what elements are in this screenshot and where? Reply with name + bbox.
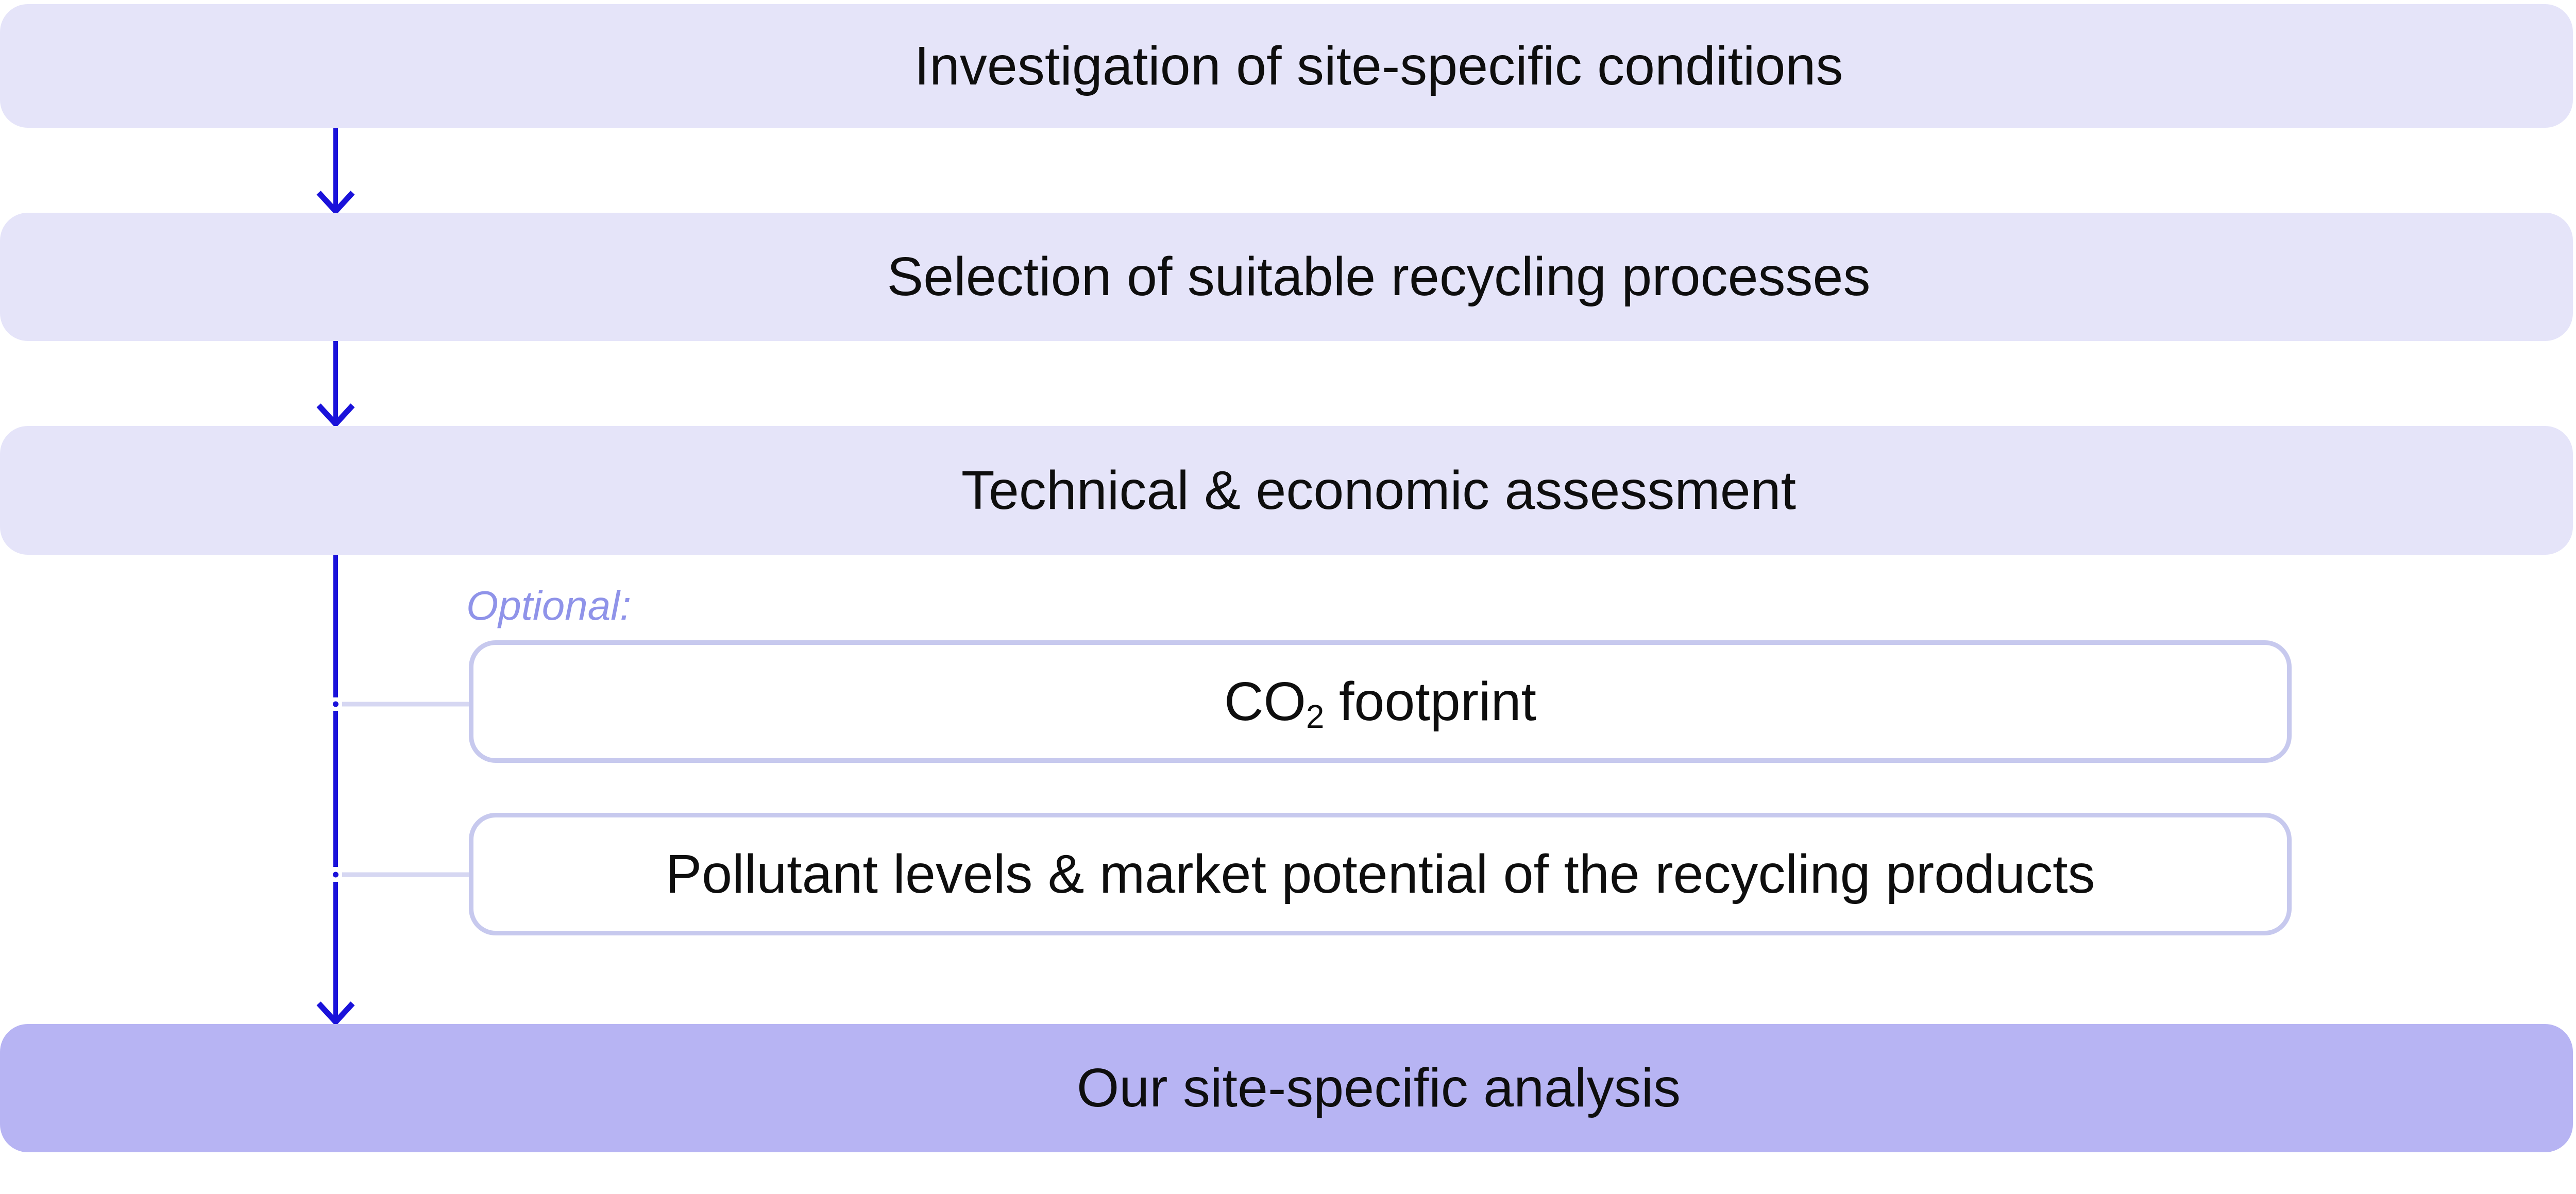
pollutant-levels-label: Pollutant levels & market potential of t… [665,843,2095,905]
co2-footprint-label: CO2 footprint [1224,671,1536,735]
flow-arrow-2 [316,341,355,429]
flow-step-investigation: Investigation of site-specific condition… [0,4,2573,128]
flow-arrow-1 [316,128,355,216]
flow-step-assessment-label: Technical & economic assessment [961,459,1797,521]
flow-step-selection: Selection of suitable recycling processe… [0,213,2573,341]
flow-final-step: Our site-specific analysis [0,1024,2573,1152]
flow-final-step-label: Our site-specific analysis [1076,1057,1681,1118]
flow-step-investigation-label: Investigation of site-specific condition… [914,35,1843,96]
co2-subscript: 2 [1306,698,1325,735]
optional-box-pollutant-levels: Pollutant levels & market potential of t… [469,813,2292,935]
branch-dot-2 [333,872,338,878]
optional-box-co2-footprint: CO2 footprint [469,640,2292,763]
optional-label: Optional: [466,583,632,628]
flow-step-selection-label: Selection of suitable recycling processe… [887,246,1871,307]
flow-arrow-3 [316,555,355,1027]
branch-dot-1 [333,701,338,707]
flow-step-assessment: Technical & economic assessment [0,426,2573,555]
